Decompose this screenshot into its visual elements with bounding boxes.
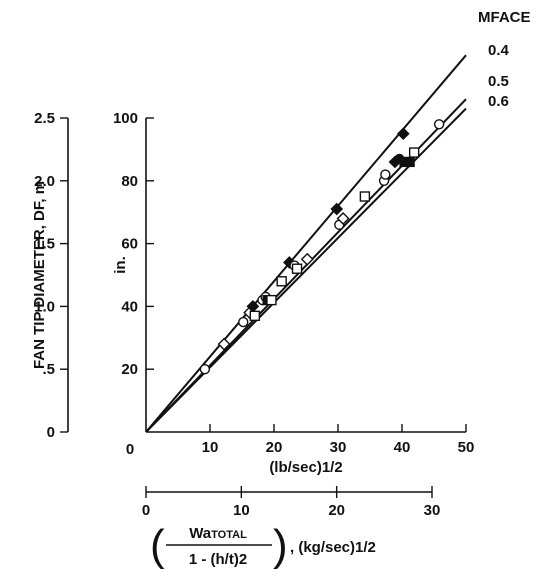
x-kg-tick-label: 0: [142, 502, 150, 519]
x-lb-tick-label: 0: [126, 441, 134, 458]
data-point-square-filled: [404, 156, 415, 168]
data-point-diamond-open: [300, 252, 314, 266]
y-in-tick-label: 100: [113, 110, 138, 127]
data-point-diamond-open: [217, 337, 231, 351]
x-lb-tick-label: 40: [394, 439, 411, 456]
y-m-tick-label: 0: [47, 424, 55, 441]
x-lb-tick-label: 20: [266, 439, 283, 456]
data-point-circle-open: [199, 364, 211, 375]
y-m-tick-label: 2.5: [34, 110, 55, 127]
kg-title-open-paren: (: [150, 521, 165, 570]
data-point-circle-open: [380, 169, 391, 180]
x-lb-tick-label: 10: [202, 439, 219, 456]
y-axis-meters-title: FAN TIP DIAMETER, DF, m: [31, 181, 48, 369]
x-axis-lb-ticks: 0 10 20 30 40 50: [126, 424, 475, 458]
fit-line-mach-0.4: [145, 54, 467, 433]
kg-title-suffix: , (kg/sec)1/2: [290, 539, 376, 556]
data-point-square-open: [266, 294, 277, 306]
data-point-diamond-filled: [330, 202, 344, 216]
chart-axes: [67, 118, 466, 493]
x-lb-tick-label: 30: [330, 439, 347, 456]
data-point-square-open: [276, 276, 287, 287]
data-point-square-open: [249, 310, 261, 322]
x-lb-tick-label: 50: [458, 439, 475, 456]
data-point-circle-open: [433, 119, 445, 130]
x-kg-tick-label: 30: [424, 502, 441, 519]
mach-fit-lines: [145, 54, 467, 433]
data-point-square-open: [408, 147, 420, 158]
kg-title-wa: Wa: [189, 525, 212, 542]
y-axis-inches-ticks: 20 40 60 80 100: [113, 110, 154, 378]
x-axis-kg-title: ( WaTOTAL 1 - (h/t)2 ) , (kg/sec)1/2: [150, 521, 376, 570]
x-axis-kg-ticks: 0 10 20 30: [142, 486, 441, 519]
data-point-diamond-filled: [396, 127, 410, 141]
x-kg-tick-label: 10: [233, 502, 250, 519]
y-m-tick-label: 2.0: [34, 173, 55, 190]
legend-label-mach-0.6: 0.6: [488, 93, 509, 110]
data-point-circle-open: [238, 316, 249, 328]
data-point-square-open: [359, 191, 371, 202]
y-axis-inches-unit: in.: [112, 256, 129, 274]
y-in-tick-label: 60: [121, 236, 138, 253]
legend-label-mach-0.4: 0.4: [488, 42, 510, 59]
data-point-diamond-open: [336, 211, 350, 225]
y-m-tick-label: 1.0: [34, 298, 55, 315]
y-m-tick-label: 1.5: [34, 236, 55, 253]
data-point-square-open: [291, 263, 303, 274]
kg-title-numerator: WaTOTAL: [189, 525, 247, 542]
kg-title-denominator: 1 - (h/t)2: [189, 551, 247, 568]
x-kg-tick-label: 20: [328, 502, 345, 519]
data-markers: [199, 119, 445, 375]
legend-label-mach-0.5: 0.5: [488, 73, 509, 90]
legend: 0.4 0.5 0.6: [488, 42, 510, 110]
y-axis-meters-ticks: 0 .5 1.0 1.5 2.0 2.5: [34, 110, 68, 441]
kg-title-total: TOTAL: [211, 529, 247, 541]
legend-title: MFACE: [478, 9, 531, 26]
x-axis-lb-title: (lb/sec)1/2: [269, 459, 342, 476]
y-m-tick-label: .5: [42, 361, 55, 378]
y-axis-meters-title-text: FAN TIP DIAMETER, DF, m: [31, 181, 48, 369]
y-axis-inches-unit-text: in.: [112, 256, 129, 274]
kg-title-close-paren: ): [273, 521, 288, 570]
y-in-tick-label: 20: [121, 361, 138, 378]
y-in-tick-label: 40: [121, 298, 138, 315]
y-in-tick-label: 80: [121, 173, 138, 190]
